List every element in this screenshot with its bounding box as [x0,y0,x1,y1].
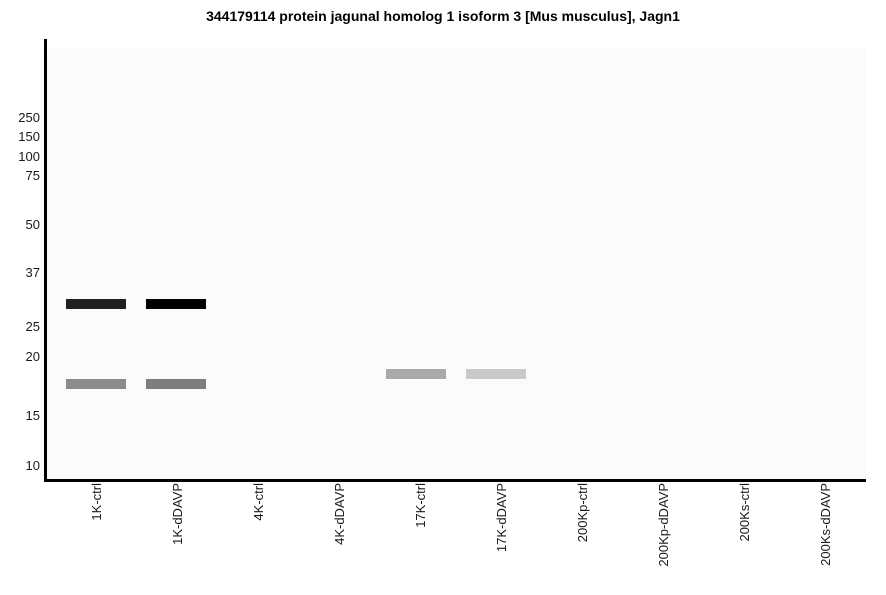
y-tick-label: 10 [25,458,40,473]
blot-band [66,379,126,389]
lane-label: 4K-dDAVP [332,483,347,545]
y-axis-line [44,39,47,482]
lane-label: 17K-dDAVP [494,483,509,553]
chart-title: 344179114 protein jagunal homolog 1 isof… [206,8,680,24]
y-tick-label: 50 [25,217,40,232]
lane-label: 4K-ctrl [251,483,266,521]
y-tick-label: 75 [25,168,40,183]
blot-band [386,369,446,379]
blot-band [466,369,526,379]
lane-label: 200Kp-ctrl [575,483,590,543]
y-tick-label: 25 [25,319,40,334]
plot-area [47,49,866,479]
y-tick-label: 20 [25,349,40,364]
y-tick-label: 15 [25,408,40,423]
lane-label: 200Ks-dDAVP [818,483,833,566]
blot-band [146,299,206,309]
blot-band [146,379,206,389]
blot-band [66,299,126,309]
lane-label: 200Ks-ctrl [737,483,752,542]
x-axis-line [44,479,866,482]
lane-label: 200Kp-dDAVP [656,483,671,567]
y-tick-label: 150 [18,129,40,144]
y-tick-label: 100 [18,149,40,164]
lane-label: 1K-ctrl [89,483,104,521]
y-tick-label: 250 [18,110,40,125]
lane-label: 17K-ctrl [413,483,428,528]
lane-label: 1K-dDAVP [170,483,185,545]
y-tick-label: 37 [25,265,40,280]
